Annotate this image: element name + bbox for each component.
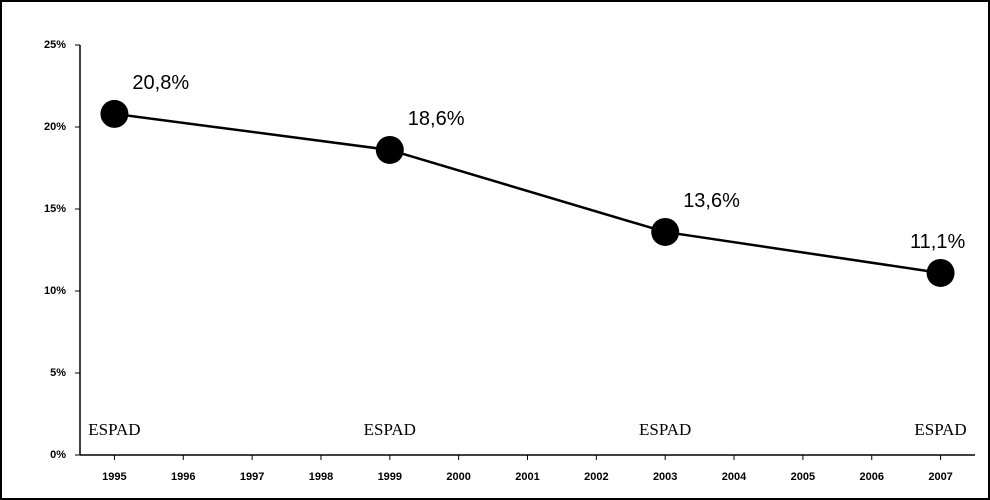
x-tick-label: 1997 (240, 471, 264, 483)
y-tick-label: 25% (44, 39, 66, 51)
point (100, 99, 129, 128)
x-tick-label: 1998 (309, 471, 333, 483)
x-tick-label: 1995 (102, 471, 126, 483)
value-label: 13,6% (683, 190, 740, 212)
x-tick-label: 2001 (515, 471, 539, 483)
point (651, 217, 680, 246)
point (926, 258, 955, 287)
y-tick-label: 0% (50, 449, 66, 461)
x-tick-label: 2002 (584, 471, 608, 483)
y-tick-label: 5% (50, 367, 66, 379)
x-tick-label: 2005 (791, 471, 815, 483)
x-tick-label: 2003 (653, 471, 677, 483)
y-tick-label: 20% (44, 121, 66, 133)
y-tick-label: 10% (44, 285, 66, 297)
value-label: 18,6% (408, 108, 465, 130)
line (114, 112, 941, 275)
x-tick-label: 1999 (378, 471, 402, 483)
x-tick-label: 2004 (722, 471, 747, 483)
x-tick-label: 1996 (171, 471, 195, 483)
value-label: 20,8% (132, 72, 189, 94)
value-label: 11,1% (910, 231, 965, 253)
annotation: ESPAD (88, 420, 140, 439)
x-tick-label: 2006 (859, 471, 883, 483)
point (375, 135, 404, 164)
annotation: ESPAD (914, 420, 966, 439)
annotation: ESPAD (364, 420, 416, 439)
annotation: ESPAD (639, 420, 691, 439)
y-tick-label: 15% (44, 203, 66, 215)
x-tick-label: 2000 (446, 471, 470, 483)
x-tick-label: 2007 (928, 471, 952, 483)
